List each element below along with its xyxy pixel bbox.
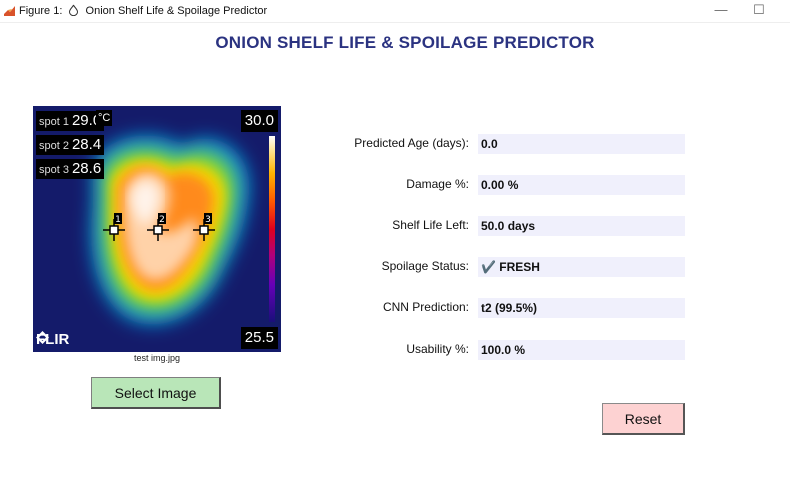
- spot-reading-3: spot 3 28.6: [36, 159, 105, 179]
- spot-value-1: 29.0: [71, 112, 102, 129]
- image-filename: test img.jpg: [133, 353, 181, 363]
- usability-label: Usability %:: [406, 342, 469, 356]
- window-title-prefix: Figure 1:: [19, 5, 63, 17]
- window-titlebar: Figure 1: Onion Shelf Life & Spoilage Pr…: [0, 0, 790, 23]
- spot-reading-1: spot 1 29.0: [36, 111, 105, 131]
- damage-value: 0.00 %: [478, 175, 685, 195]
- spot-label-2: spot 2: [39, 140, 69, 152]
- spot-marker-label-2: 2: [159, 215, 165, 225]
- max-temperature: 30.0: [240, 110, 278, 132]
- damage-label: Damage %:: [406, 177, 469, 191]
- temperature-unit: °C: [96, 110, 113, 126]
- select-image-button[interactable]: Select Image: [91, 377, 221, 409]
- spoilage-status-label: Spoilage Status:: [381, 259, 469, 273]
- minimize-button[interactable]: —: [714, 2, 728, 17]
- usability-value: 100.0 %: [478, 340, 685, 360]
- matlab-app-icon: [4, 6, 15, 16]
- temperature-scale-bar: [269, 136, 275, 322]
- spot-label-3: spot 3: [39, 164, 69, 176]
- reset-button[interactable]: Reset: [602, 403, 685, 435]
- spot-value-3: 28.6: [71, 160, 102, 177]
- spot-marker-label-3: 3: [205, 215, 211, 225]
- flir-logo: FLIR: [36, 331, 69, 348]
- page-title: ONION SHELF LIFE & SPOILAGE PREDICTOR: [215, 33, 595, 52]
- flir-logo-icon: [36, 331, 49, 344]
- maximize-button[interactable]: ☐: [753, 2, 765, 17]
- spot-marker-label-1: 1: [115, 215, 121, 225]
- cnn-prediction-label: CNN Prediction:: [382, 300, 469, 314]
- spot-label-1: spot 1: [39, 116, 69, 128]
- min-temperature: 25.5: [240, 327, 278, 349]
- predicted-age-label: Predicted Age (days):: [354, 136, 469, 150]
- thermal-heatmap: 1 2 3: [33, 106, 281, 352]
- onion-icon: [69, 4, 79, 16]
- cnn-prediction-value: t2 (99.5%): [478, 298, 685, 318]
- window-title: Figure 1: Onion Shelf Life & Spoilage Pr…: [19, 4, 267, 17]
- shelf-life-value: 50.0 days: [478, 216, 685, 236]
- spot-value-2: 28.4: [71, 136, 102, 153]
- window-title-text: Onion Shelf Life & Spoilage Predictor: [85, 5, 268, 17]
- thermal-image: 1 2 3 spot 1 29.0 spot 2 28.4 spot 3 28.6 °…: [33, 106, 281, 352]
- shelf-life-label: Shelf Life Left:: [392, 218, 469, 232]
- spoilage-status-value: ✔️ FRESH: [478, 257, 685, 277]
- predicted-age-value: 0.0: [478, 134, 685, 154]
- spot-reading-2: spot 2 28.4: [36, 135, 105, 155]
